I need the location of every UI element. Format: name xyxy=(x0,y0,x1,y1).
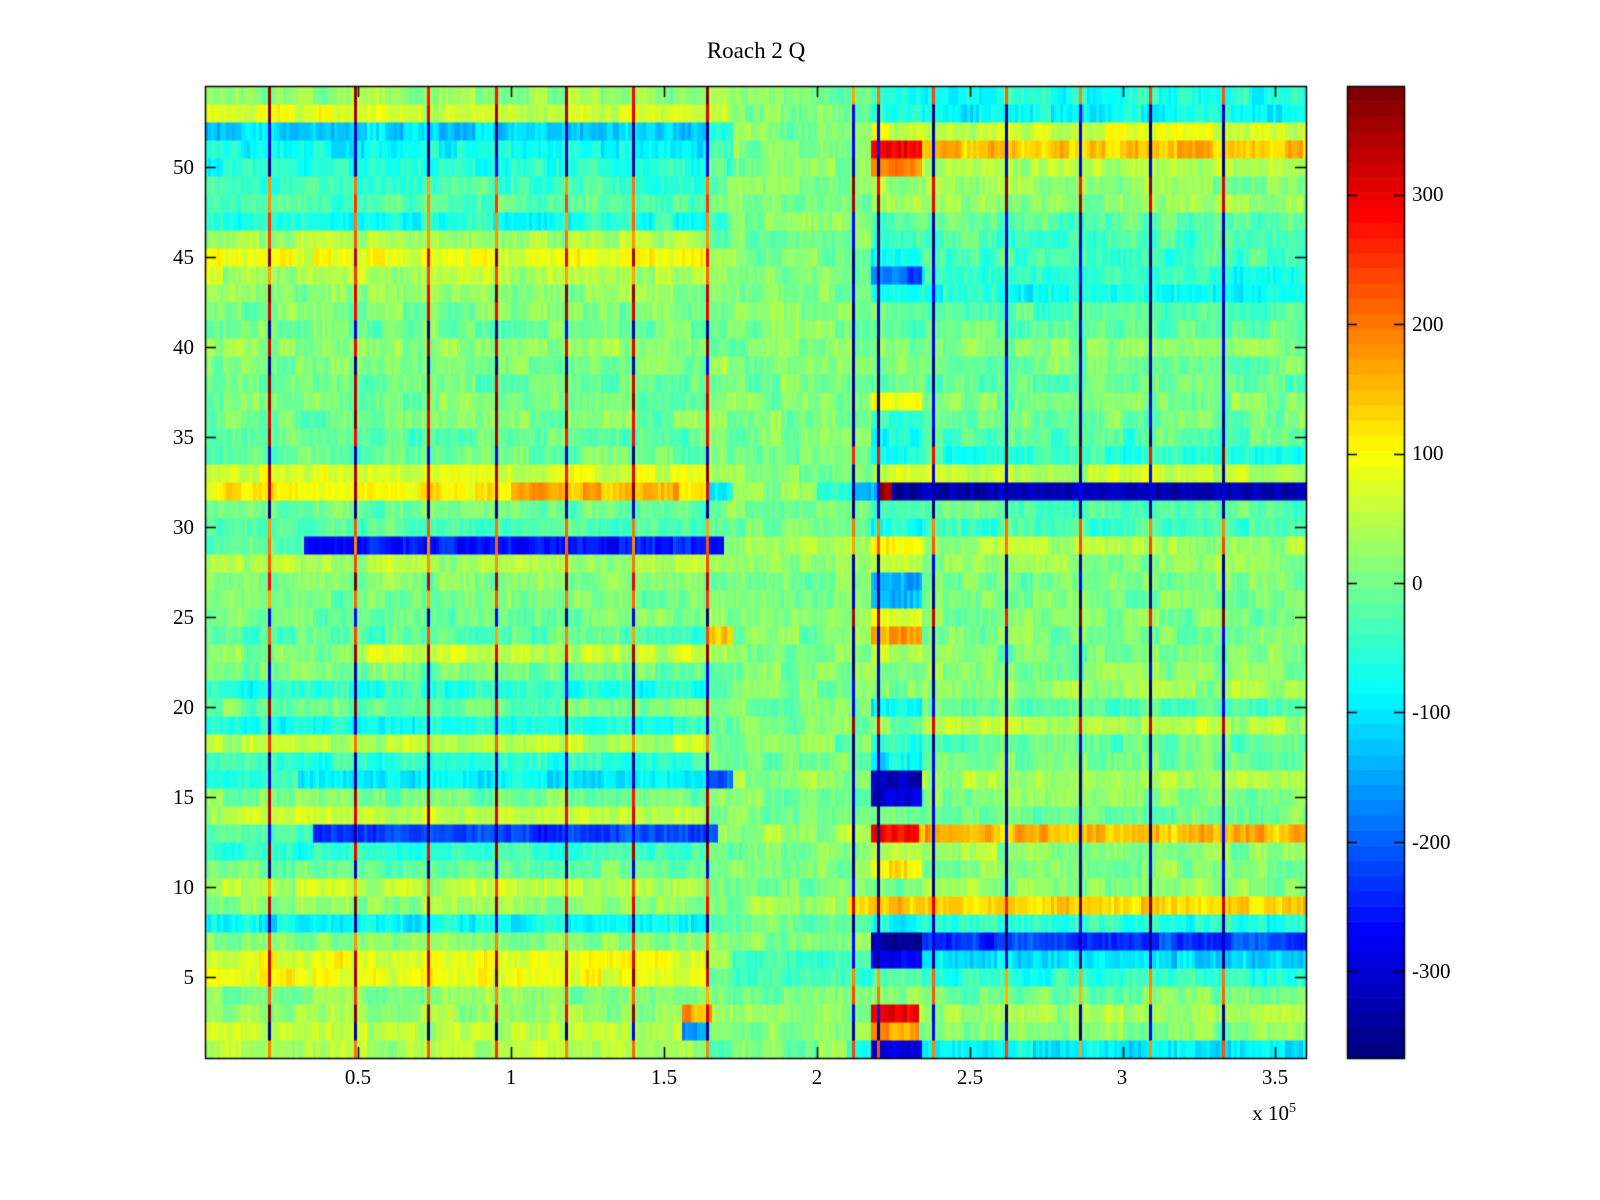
colorbar-tick-label-neg-300: -300 xyxy=(1412,959,1451,983)
x-tick-label-1-5: 1.5 xyxy=(650,1065,678,1089)
exponent-prefix: x 10 xyxy=(1252,1101,1289,1125)
colorbar-tick-label-200: 200 xyxy=(1412,312,1444,336)
x-tick-label-2: 2 xyxy=(811,1065,823,1089)
y-tick-label-25: 25 xyxy=(173,605,194,629)
colorbar-tick-label-300: 300 xyxy=(1412,182,1444,206)
x-tick-label-1: 1 xyxy=(505,1065,517,1089)
y-tick-label-15: 15 xyxy=(173,785,194,809)
colorbar-tick-label-neg-100: -100 xyxy=(1412,700,1451,724)
colorbar-tick-label-neg-200: -200 xyxy=(1412,830,1451,854)
y-tick-label-35: 35 xyxy=(173,425,194,449)
y-tick-label-20: 20 xyxy=(173,695,194,719)
y-tick-label-5: 5 xyxy=(183,965,195,989)
x-tick-label-3: 3 xyxy=(1116,1065,1128,1089)
colorbar-tick-label-0: 0 xyxy=(1412,571,1423,595)
colorbar-tick-label-100: 100 xyxy=(1412,441,1444,465)
y-tick-label-40: 40 xyxy=(173,335,194,359)
x-axis-exponent-label: x 105 xyxy=(1180,1096,1296,1126)
x-tick-label-2-5: 2.5 xyxy=(956,1065,984,1089)
exponent-value: 5 xyxy=(1289,1101,1296,1116)
y-tick-label-10: 10 xyxy=(173,875,194,899)
y-tick-label-45: 45 xyxy=(173,245,194,269)
y-tick-label-30: 30 xyxy=(173,515,194,539)
x-tick-label-3-5: 3.5 xyxy=(1261,1065,1289,1089)
chart-title: Roach 2 Q xyxy=(706,38,806,63)
y-tick-label-50: 50 xyxy=(173,155,194,179)
x-tick-label-0-5: 0.5 xyxy=(344,1065,372,1089)
